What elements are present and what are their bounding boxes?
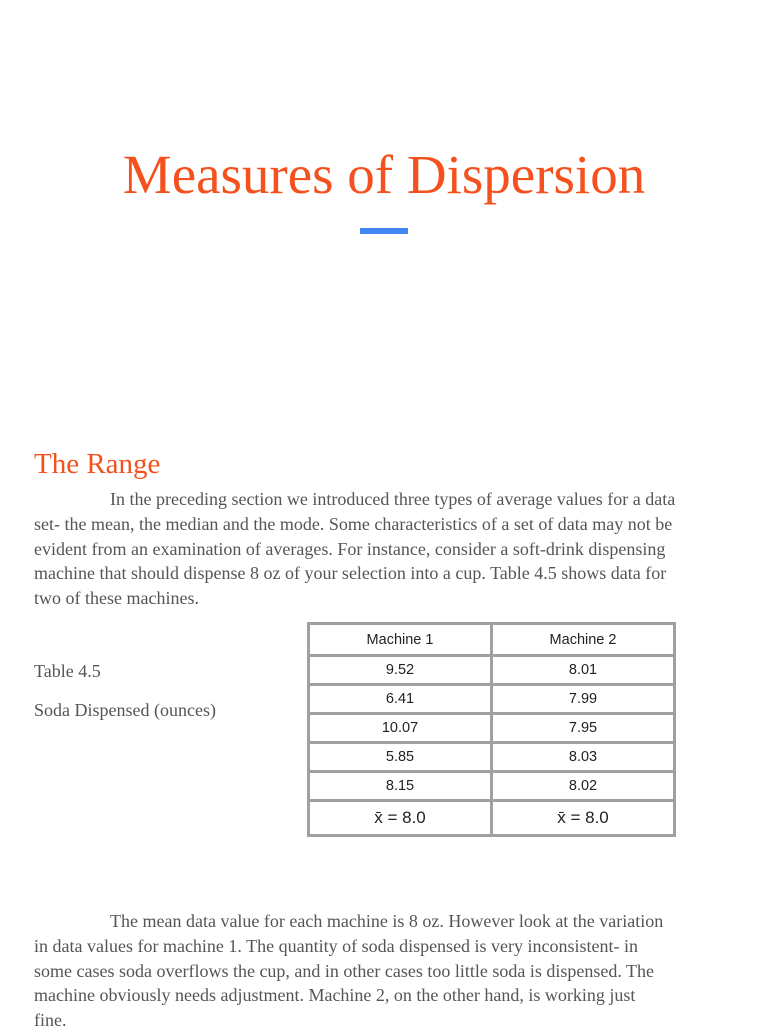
table-caption: Soda Dispensed (ounces) xyxy=(34,700,216,720)
table-cell: 6.41 xyxy=(307,683,493,715)
table-label: Table 4.5 xyxy=(34,661,101,681)
paragraph-line: The mean data value for each machine is … xyxy=(110,911,664,931)
paragraph-line: set- the mean, the median and the mode. … xyxy=(34,513,673,534)
paragraph-line: in data values for machine 1. The quanti… xyxy=(34,935,639,956)
table-mean-row: x̄ = 8.0 x̄ = 8.0 xyxy=(307,799,676,837)
table-cell: 5.85 xyxy=(307,741,493,773)
table-cell: 8.01 xyxy=(490,654,676,686)
table-cell: 7.99 xyxy=(490,683,676,715)
paragraph-line: evident from an examination of averages.… xyxy=(34,538,666,559)
discussion-paragraph: The mean data value for each machine is … xyxy=(34,909,754,1033)
paragraph-line: two of these machines. xyxy=(34,588,199,609)
table-row: 6.41 7.99 xyxy=(307,683,676,715)
table-row: 8.15 8.02 xyxy=(307,770,676,802)
paragraph-line: machine obviously needs adjustment. Mach… xyxy=(34,985,636,1006)
title-accent-bar xyxy=(360,228,408,234)
table-cell: 7.95 xyxy=(490,712,676,744)
header-cell: Machine 2 xyxy=(490,622,676,657)
intro-paragraph: In the preceding section we introduced t… xyxy=(34,487,754,611)
header-cell: Machine 1 xyxy=(307,622,493,657)
table-cell: 9.52 xyxy=(307,654,493,686)
soda-table: Machine 1 Machine 2 9.52 8.01 6.41 7.99 … xyxy=(307,622,676,837)
section-heading: The Range xyxy=(34,448,161,480)
paragraph-line: some cases soda overflows the cup, and i… xyxy=(34,960,655,981)
table-cell: 8.02 xyxy=(490,770,676,802)
paragraph-line: machine that should dispense 8 oz of you… xyxy=(34,563,667,584)
table-header-row: Machine 1 Machine 2 xyxy=(307,622,676,657)
mean-cell: x̄ = 8.0 xyxy=(490,799,676,837)
paragraph-line: fine. xyxy=(34,1010,67,1031)
table-row: 10.07 7.95 xyxy=(307,712,676,744)
table-cell: 8.15 xyxy=(307,770,493,802)
table-row: 5.85 8.03 xyxy=(307,741,676,773)
table-cell: 8.03 xyxy=(490,741,676,773)
table-row: 9.52 8.01 xyxy=(307,654,676,686)
mean-cell: x̄ = 8.0 xyxy=(307,799,493,837)
table-cell: 10.07 xyxy=(307,712,493,744)
page-title: Measures of Dispersion xyxy=(122,144,646,205)
paragraph-line: In the preceding section we introduced t… xyxy=(110,489,676,509)
